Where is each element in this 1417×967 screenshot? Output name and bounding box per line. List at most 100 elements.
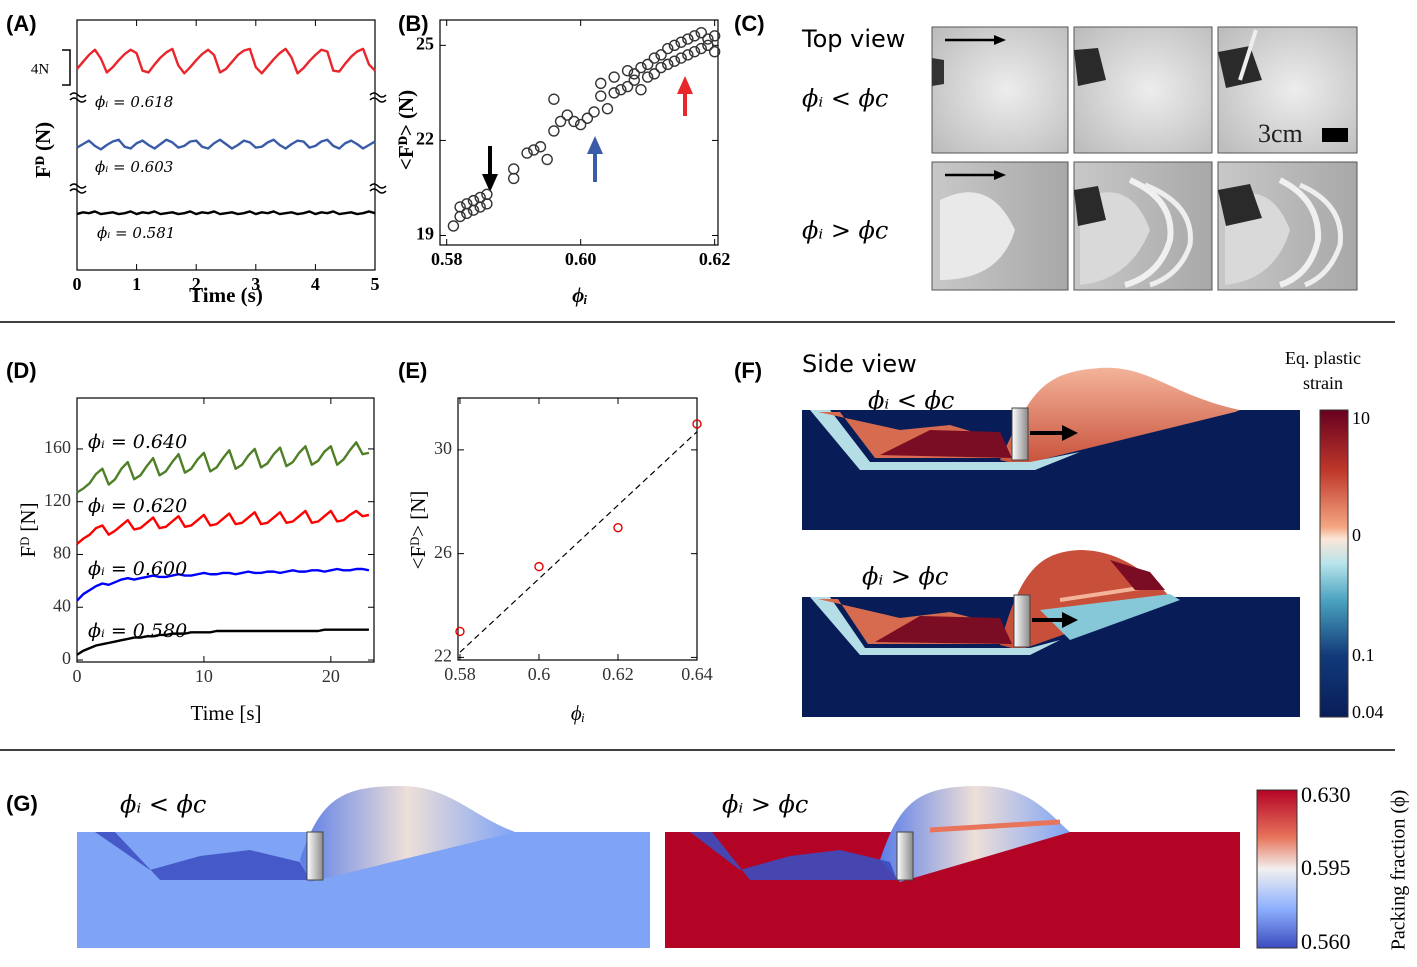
y-tick-label: 19 [416, 224, 434, 244]
scatter-point [507, 172, 520, 185]
shape [1322, 128, 1348, 142]
shape [369, 92, 387, 103]
scatter-point [621, 80, 634, 93]
colorbar-tick-label: 0 [1352, 525, 1361, 545]
scatter-point [534, 141, 547, 153]
shape [1298, 182, 1343, 288]
data-line [76, 441, 370, 494]
annotation: ϕᵢ = 0.600 [88, 558, 187, 580]
scatter-point [561, 109, 573, 121]
shape [929, 819, 1061, 833]
scatter-point [613, 523, 623, 533]
x-tick-label: 10 [195, 666, 213, 686]
shape [940, 192, 1015, 280]
x-tick-label: 0.64 [681, 664, 713, 684]
scatter-point [682, 49, 694, 61]
shape [690, 832, 897, 880]
x-axis-label: Time (s) [189, 283, 263, 307]
panel-letter: (A) [6, 11, 37, 36]
shape [1062, 425, 1078, 441]
plot-frame [457, 397, 698, 661]
scatter-point [662, 58, 674, 71]
x-tick-label: 3 [251, 274, 260, 294]
chart: 0.58 0.6 0.62 0.64 22 26 30 ϕᵢ <Fᴰ> [N] [406, 397, 713, 725]
colorbar [1319, 409, 1349, 718]
scatter-point [702, 33, 714, 45]
annotation: ϕᵢ = 0.640 [88, 431, 187, 453]
data-line [76, 567, 370, 602]
colorbar-tick-label: 0.595 [1301, 855, 1351, 880]
scatter-point [628, 74, 640, 86]
scatter-point [455, 626, 465, 637]
scatter-point [541, 153, 553, 166]
scatter-point [692, 419, 702, 429]
scatter-point [688, 30, 701, 42]
scatter-point [708, 45, 721, 58]
scatter-point [655, 49, 667, 61]
shape [1074, 186, 1106, 226]
shape [932, 58, 944, 86]
scatter-point [708, 30, 721, 42]
scale-label: 3cm [1258, 119, 1303, 148]
scatter-point [641, 58, 654, 71]
scatter-point [688, 45, 701, 58]
scatter-point [695, 42, 707, 55]
colorbar [1256, 789, 1298, 949]
x-axis-label: ϕᵢ [571, 701, 585, 725]
scatter-point [481, 198, 493, 210]
data-line [76, 47, 376, 75]
scatter-point [474, 201, 486, 213]
plot-frame [76, 397, 375, 663]
axis-breaks [62, 49, 387, 194]
x-tick-label: 0 [73, 274, 82, 294]
scatter-point [588, 106, 600, 118]
y-tick-label: 40 [53, 595, 71, 615]
scatter-point [608, 71, 620, 83]
scatter-point [454, 201, 466, 213]
shape [587, 136, 603, 154]
scatter-point [628, 68, 640, 80]
colorbar-title: Packing fraction (ϕ) [1388, 790, 1410, 950]
x-tick-label: 0.62 [699, 249, 731, 269]
shape [1040, 594, 1180, 640]
view-label: Side view [802, 350, 917, 378]
y-tick-label: 30 [434, 438, 452, 458]
shape [880, 430, 1012, 458]
data-line [76, 138, 376, 151]
shape [677, 76, 693, 94]
shape [95, 832, 310, 880]
annotation: ϕᵢ = 0.580 [88, 620, 187, 642]
x-axis-label: Time [s] [191, 701, 262, 725]
scatter-point [608, 87, 620, 99]
panel-letter: (F) [734, 358, 762, 383]
simulation [665, 786, 1240, 948]
y-axis-label: Fᴰ (N) [31, 122, 55, 178]
shape [1011, 407, 1029, 461]
shape [880, 786, 1070, 882]
scatter-point [521, 147, 533, 159]
arrows [482, 76, 693, 192]
scatter-point [581, 112, 594, 124]
shape [810, 597, 1060, 655]
annotation: ϕᵢ = 0.620 [88, 495, 187, 517]
chart: 0 1 2 3 4 5 Time (s) Fᴰ (N) ϕᵢ = 0.618 ϕᵢ = 0.603… [31, 19, 380, 307]
colorbar-title: Eq. plastic [1285, 348, 1361, 368]
x-tick-label: 0.6 [528, 664, 551, 684]
scatter-point [648, 68, 661, 80]
scatter-point [641, 71, 654, 83]
scatter-point [695, 26, 707, 39]
shape [1218, 46, 1262, 88]
shape [1144, 182, 1193, 288]
x-tick-label: 0.62 [602, 664, 634, 684]
shape [1062, 612, 1078, 628]
shape [1218, 184, 1262, 226]
simulation [802, 367, 1300, 530]
condition-label: ϕᵢ > ϕc [802, 217, 888, 245]
scatter-point [447, 220, 460, 232]
y-tick-label: 22 [434, 646, 452, 666]
scatter-point [668, 39, 681, 52]
shape [1278, 177, 1322, 288]
shape [1110, 560, 1165, 590]
plot-frame [76, 19, 376, 271]
shape [1000, 367, 1240, 465]
